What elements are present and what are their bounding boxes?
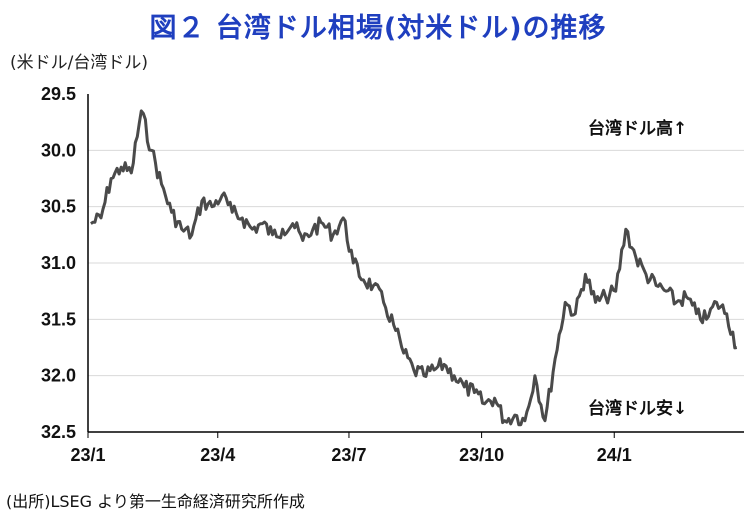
chart-title: 図２ 台湾ドル相場(対米ドル)の推移	[149, 13, 607, 44]
y-tick-label: 30.0	[41, 140, 76, 160]
source-note: (出所)LSEG より第一生命経済研究所作成	[6, 492, 305, 511]
y-tick-label: 31.5	[41, 309, 76, 329]
gridlines	[88, 149, 744, 377]
annotation-depreciation: 台湾ドル安↓	[588, 398, 687, 419]
annotation-appreciation: 台湾ドル高↑	[588, 118, 687, 139]
x-tick-label: 24/1	[597, 445, 632, 465]
x-tick-label: 23/4	[200, 445, 235, 465]
series-line	[90, 109, 738, 427]
x-tick-label: 23/10	[459, 445, 504, 465]
y-tick-label: 32.0	[41, 366, 76, 386]
y-tick-labels: 29.5 30.0 30.5 31.0 31.5 32.0 32.5	[41, 84, 76, 442]
y-tick-label: 29.5	[41, 84, 76, 104]
y-unit-label: (米ドル/台湾ドル)	[10, 53, 148, 73]
y-tick-label: 31.0	[41, 253, 76, 273]
x-tick-label: 23/1	[70, 445, 105, 465]
exchange-rate-chart: 29.530.030.531.031.532.032.5 23/1 23/4 23/…	[41, 84, 744, 465]
y-tick-label: 30.5	[41, 197, 76, 217]
y-tick-label: 32.5	[41, 422, 76, 442]
x-tick-label: 23/7	[331, 445, 366, 465]
x-tick-labels: 23/1 23/4 23/7 23/10 24/1	[70, 432, 632, 465]
